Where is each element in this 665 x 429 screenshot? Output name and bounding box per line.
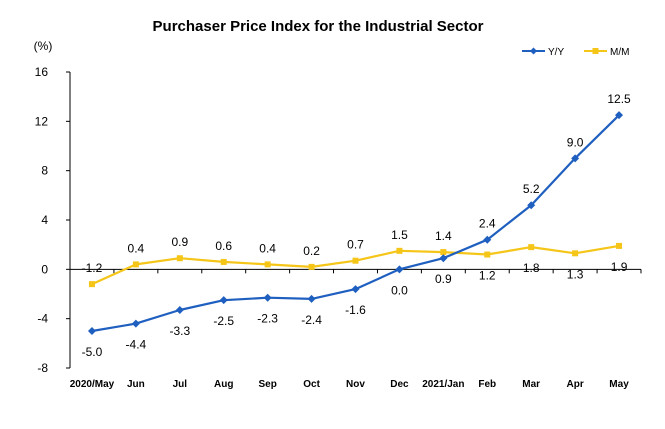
data-label-yy: 0.9 (435, 272, 452, 286)
data-point-mm (528, 244, 535, 251)
data-point-yy (219, 296, 228, 305)
data-label-yy: 5.2 (523, 182, 540, 196)
data-label-mm: -1.2 (82, 261, 103, 275)
data-label-mm: 0.4 (259, 241, 276, 255)
data-point-yy (307, 294, 316, 303)
y-tick-label: 4 (41, 213, 48, 227)
data-point-mm (220, 258, 227, 265)
x-tick-label: Nov (346, 379, 365, 390)
chart-title: Purchaser Price Index for the Industrial… (153, 18, 484, 35)
y-tick-label: -4 (37, 312, 48, 326)
data-label-yy: -2.5 (213, 314, 234, 328)
data-label-mm: 1.8 (523, 261, 540, 275)
data-label-mm: 0.7 (347, 238, 364, 252)
x-tick-label: May (609, 379, 629, 390)
x-tick-label: Oct (303, 379, 320, 390)
x-tick-label: Aug (214, 379, 233, 390)
data-point-mm (440, 249, 447, 256)
data-label-yy: -5.0 (82, 345, 103, 359)
series-line-yy (91, 114, 620, 333)
data-point-yy (131, 319, 140, 328)
data-label-yy: -2.3 (257, 312, 278, 326)
legend-label-mm: M/M (610, 47, 629, 58)
data-point-mm (132, 261, 139, 268)
data-label-yy: -1.6 (345, 303, 366, 317)
data-label-mm: 0.2 (303, 244, 320, 258)
x-tick-label: Dec (390, 379, 409, 390)
y-tick-label: 8 (41, 164, 48, 178)
legend-marker-mm (592, 48, 599, 54)
data-point-yy (483, 235, 492, 244)
x-tick-label: Sep (258, 379, 276, 390)
data-point-yy (615, 111, 624, 120)
legend-item-yy: Y/Y (522, 47, 564, 58)
data-point-yy (175, 306, 184, 315)
data-point-mm (616, 242, 623, 249)
data-label-yy: -3.3 (169, 324, 190, 338)
x-tick-label: Apr (566, 379, 583, 390)
legend: Y/Y M/M (522, 47, 629, 58)
data-label-yy: 9.0 (567, 135, 584, 149)
x-tick-label: Feb (478, 379, 496, 390)
data-point-mm (396, 247, 403, 254)
data-label-mm: 0.6 (215, 239, 232, 253)
data-point-mm (88, 281, 95, 288)
x-tick-label: Jul (173, 379, 188, 390)
data-label-yy: 2.4 (479, 217, 496, 231)
y-tick-label: -8 (37, 361, 48, 375)
data-label-mm: 0.9 (171, 235, 188, 249)
x-tick-label: 2020/May (70, 379, 115, 390)
data-point-yy (263, 293, 272, 302)
data-label-mm: 1.4 (435, 229, 452, 243)
y-tick-label: 0 (41, 262, 48, 276)
legend-marker-yy (530, 47, 537, 55)
data-label-mm: 1.5 (391, 228, 408, 242)
x-tick-label: Jun (127, 379, 145, 390)
data-point-mm (484, 251, 491, 258)
data-label-mm: 0.4 (128, 241, 145, 255)
data-label-mm: 1.9 (611, 260, 628, 274)
data-point-yy (351, 285, 360, 294)
legend-item-mm: M/M (584, 47, 629, 58)
data-point-mm (264, 261, 271, 268)
data-point-yy (87, 327, 96, 335)
y-unit-label: (%) (34, 39, 53, 53)
x-tick-label: Mar (522, 379, 540, 390)
legend-label-yy: Y/Y (548, 47, 564, 58)
data-label-yy: 0.0 (391, 283, 408, 297)
data-point-mm (572, 250, 579, 257)
y-tick-label: 12 (35, 114, 49, 128)
data-point-mm (176, 255, 183, 262)
data-point-yy (439, 254, 448, 263)
data-point-mm (308, 263, 315, 270)
data-label-mm: 1.3 (567, 267, 584, 281)
x-tick-label: 2021/Jan (422, 379, 464, 390)
data-point-yy (571, 154, 580, 163)
data-label-yy: 12.5 (607, 92, 631, 106)
y-tick-label: 16 (35, 65, 49, 79)
plot-area: -8 -4 0 4 8 12 16 2020/May Jun Jul Aug Sep Oct Nov Dec… (35, 65, 642, 390)
data-label-mm: 1.2 (479, 269, 496, 283)
data-point-mm (352, 257, 359, 264)
data-label-yy: -4.4 (126, 338, 147, 352)
data-point-yy (395, 265, 404, 274)
data-label-yy: -2.4 (301, 313, 322, 327)
data-point-yy (527, 201, 536, 210)
